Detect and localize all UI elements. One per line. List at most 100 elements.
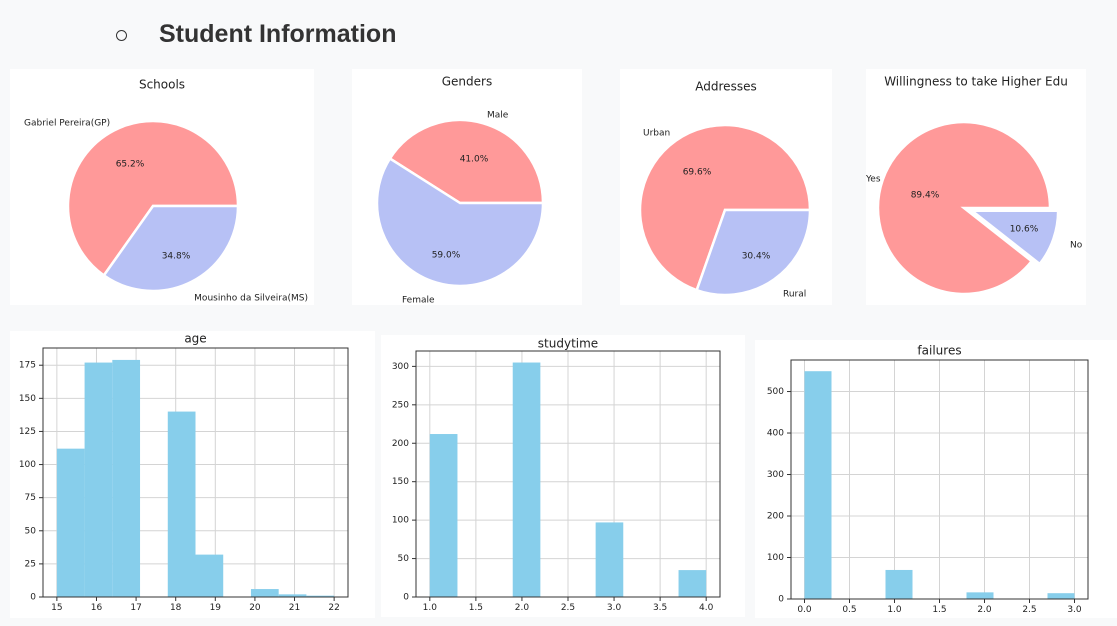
pie-slice-mousinho-da-silveira-ms	[102, 204, 240, 293]
pie-slice-female	[375, 156, 545, 288]
age-ytick-label: 25	[25, 559, 36, 569]
failures-chart-title: failures	[917, 344, 961, 358]
failures-xtick-label: 0.5	[842, 605, 856, 615]
genders-pie-panel: Genders Male Female 41.0% 59.0%	[352, 69, 582, 305]
pie-slice-no	[968, 209, 1060, 266]
failures-bar	[804, 371, 832, 599]
age-ytick-label: 175	[19, 361, 36, 371]
studytime-bar	[429, 434, 458, 597]
age-axes-frame	[42, 347, 349, 598]
studytime-ytick-label: 0	[403, 593, 409, 603]
age-histogram-panel: age 15 16 17 18 19 20 21 22 0 25 50 75 100 125 150 175	[10, 331, 375, 618]
genders-pie-chart: Genders Male Female 41.0% 59.0%	[375, 75, 545, 306]
age-chart-title: age	[184, 332, 206, 346]
age-ytick-label: 50	[25, 526, 37, 536]
pie-pct-label-rural: 30.4%	[742, 252, 771, 262]
age-xtick-label: 15	[51, 603, 62, 613]
pie-label-male: Male	[487, 111, 509, 121]
pie-pct-label-gabriel-pereira-gp: 65.2%	[116, 160, 145, 170]
page-header: Student Information	[0, 0, 1117, 70]
age-ytick-label: 125	[19, 427, 36, 437]
pie-pct-label-urban: 69.6%	[683, 168, 712, 178]
pie-label-no: No	[1070, 241, 1083, 251]
age-bar	[195, 554, 224, 597]
higher-edu-pie-chart: Willingness to take Higher Edu Yes No 89.4%…	[866, 75, 1083, 296]
age-ytick-label: 0	[30, 593, 36, 603]
failures-histogram-panel: failures 0.0 0.5 1.0 1.5 2.0 2.5 3.0 0 100 200 300 4…	[755, 340, 1117, 618]
age-histogram: age 15 16 17 18 19 20 21 22 0 25 50 75 100 125 150 175	[19, 332, 349, 613]
failures-xtick-label: 1.0	[887, 605, 902, 615]
failures-ytick-label: 0	[778, 595, 784, 605]
pie-slice-urban	[638, 123, 812, 292]
age-bar	[112, 359, 141, 597]
age-xtick-label: 21	[289, 603, 300, 613]
failures-xtick-label: 0.0	[797, 605, 812, 615]
schools-pie-chart: Schools Gabriel Pereira(GP) Mousinho da Si…	[24, 78, 308, 304]
age-bar	[278, 594, 307, 597]
studytime-ytick-label: 150	[392, 477, 409, 487]
failures-xtick-label: 2.5	[1022, 605, 1036, 615]
addresses-pie-panel: Addresses Urban Rural 69.6% 30.4%	[620, 69, 832, 305]
pie-label-yes: Yes	[866, 175, 881, 185]
age-xtick-label: 19	[210, 603, 222, 613]
page-title: Student Information	[159, 20, 397, 48]
failures-bar	[1047, 593, 1075, 599]
age-ytick-label: 100	[19, 460, 36, 470]
circle-outline-icon	[116, 30, 127, 41]
age-xtick-label: 22	[328, 603, 339, 613]
pie-pct-label-no: 10.6%	[1010, 225, 1039, 235]
pie-label-female: Female	[402, 296, 435, 306]
studytime-xtick-label: 1.0	[423, 603, 438, 613]
studytime-histogram-panel: studytime 1.0 1.5 2.0 2.5 3.0 3.5 4.0 0 50 100 150 2…	[381, 335, 745, 617]
age-xtick-label: 16	[91, 603, 103, 613]
failures-xtick-label: 2.0	[977, 605, 992, 615]
age-bar	[56, 448, 85, 597]
studytime-bar	[512, 362, 541, 597]
failures-xtick-label: 1.5	[932, 605, 946, 615]
studytime-bar	[678, 570, 707, 597]
willingness-to-take-higher-edu-chart-title: Willingness to take Higher Edu	[884, 75, 1068, 89]
pie-pct-label-yes: 89.4%	[911, 191, 940, 201]
age-ytick-label: 150	[19, 394, 36, 404]
pie-label-rural: Rural	[783, 290, 806, 300]
studytime-ytick-label: 200	[392, 439, 409, 449]
addresses-pie-chart: Addresses Urban Rural 69.6% 30.4%	[638, 80, 812, 300]
failures-bar	[885, 569, 913, 599]
failures-ytick-label: 400	[767, 429, 784, 439]
pie-slice-yes	[876, 120, 1052, 296]
pie-pct-label-female: 59.0%	[432, 251, 461, 261]
studytime-xtick-label: 1.5	[469, 603, 483, 613]
age-bar	[306, 595, 335, 597]
studytime-xtick-label: 2.0	[515, 603, 530, 613]
failures-ytick-label: 200	[767, 512, 784, 522]
studytime-xtick-label: 3.0	[607, 603, 622, 613]
studytime-ytick-label: 100	[392, 516, 409, 526]
pie-label-mousinho-da-silveira-ms: Mousinho da Silveira(MS)	[194, 294, 308, 304]
failures-ytick-label: 300	[767, 470, 784, 480]
age-bar	[84, 362, 113, 597]
age-bar	[250, 589, 279, 597]
studytime-xtick-label: 4.0	[699, 603, 714, 613]
failures-ytick-label: 100	[767, 553, 784, 563]
studytime-ytick-label: 300	[392, 362, 409, 372]
addresses-chart-title: Addresses	[695, 80, 756, 94]
age-bar	[167, 411, 196, 597]
studytime-bar	[595, 522, 624, 597]
higher-edu-pie-panel: Willingness to take Higher Edu Yes No 89.4%…	[866, 69, 1086, 305]
schools-pie-panel: Schools Gabriel Pereira(GP) Mousinho da Si…	[10, 69, 314, 305]
pie-pct-label-male: 41.0%	[460, 155, 489, 165]
studytime-ytick-label: 250	[392, 400, 409, 410]
pie-slice-rural	[695, 208, 812, 297]
studytime-xtick-label: 2.5	[561, 603, 575, 613]
age-xtick-label: 18	[170, 603, 182, 613]
failures-bar	[966, 592, 994, 599]
failures-xtick-label: 3.0	[1067, 605, 1082, 615]
studytime-ytick-label: 50	[398, 554, 410, 564]
pie-slice-gabriel-pereira-gp	[66, 119, 240, 278]
studytime-histogram: studytime 1.0 1.5 2.0 2.5 3.0 3.5 4.0 0 50 100 150 2…	[392, 337, 721, 613]
studytime-xtick-label: 3.5	[653, 603, 667, 613]
failures-histogram: failures 0.0 0.5 1.0 1.5 2.0 2.5 3.0 0 100 200 300 4…	[767, 344, 1089, 615]
genders-chart-title: Genders	[442, 75, 492, 89]
pie-label-gabriel-pereira-gp: Gabriel Pereira(GP)	[24, 119, 110, 129]
age-xtick-label: 17	[130, 603, 141, 613]
